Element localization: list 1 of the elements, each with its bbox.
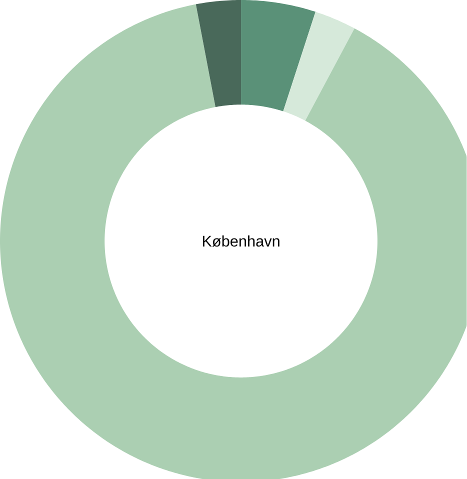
text: København [203, 235, 280, 247]
